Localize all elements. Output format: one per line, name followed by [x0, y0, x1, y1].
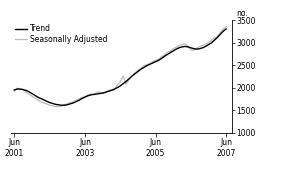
Legend: Trend, Seasonally Adjusted: Trend, Seasonally Adjusted — [15, 24, 107, 44]
Text: no.: no. — [236, 9, 248, 18]
